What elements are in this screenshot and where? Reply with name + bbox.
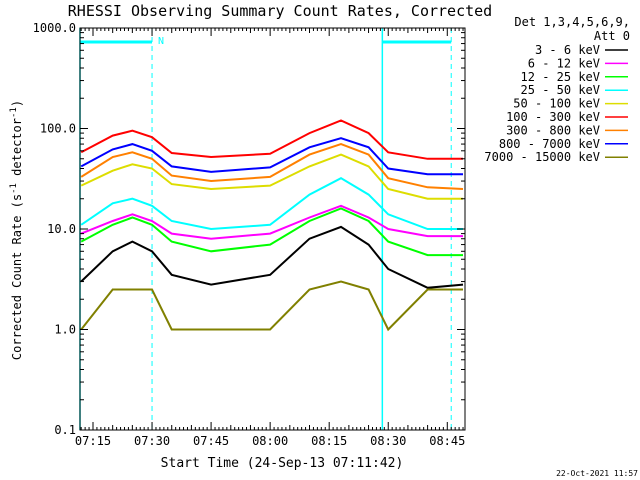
y-axis-label-superscript: -1: [9, 107, 19, 118]
x-tick-label: 08:15: [311, 434, 347, 448]
y-tick-label: 1000.0: [33, 21, 76, 35]
legend-label: 50 - 100 keV: [513, 97, 600, 111]
y-axis-label-part: detector: [10, 118, 24, 183]
x-axis: 07:15 07:30 07:45 08:00 08:15 08:30 08:45: [75, 28, 465, 448]
series-line: [80, 280, 463, 332]
series-line: [80, 225, 464, 289]
x-tick-label: 08:30: [370, 434, 406, 448]
x-tick-label: 07:45: [193, 434, 229, 448]
series-line: [80, 177, 463, 231]
legend-label: 7000 - 15000 keV: [484, 150, 600, 164]
series-line: [80, 207, 463, 257]
night-annotation: N: [158, 36, 164, 47]
legend-label: 300 - 800 keV: [506, 123, 600, 137]
y-tick-label: 1.0: [54, 323, 76, 337]
x-tick-label: 07:30: [134, 434, 170, 448]
legend-title-line-1: Det 1,3,4,5,6,9,: [514, 15, 630, 29]
series-lines: [80, 119, 464, 332]
footer-timestamp: 22-Oct-2021 11:57: [556, 469, 638, 478]
series-line: [80, 153, 463, 200]
series-line: [80, 143, 464, 190]
y-axis-label-part: Corrected Count Rate (s: [10, 194, 24, 360]
legend-label: 800 - 7000 keV: [499, 137, 600, 151]
x-tick-label: 07:15: [75, 434, 111, 448]
y-axis: 0.1 1.0 10.0 100.0 1000.0: [33, 21, 465, 437]
y-axis-label: Corrected Count Rate (s-1 detector-1): [9, 100, 24, 360]
y-tick-label: 100.0: [40, 122, 76, 136]
x-tick-label: 08:00: [252, 434, 288, 448]
series-line: [80, 137, 463, 176]
y-tick-label: 10.0: [47, 222, 76, 236]
y-tick-label: 0.1: [54, 423, 76, 437]
night-intervals: N: [79, 28, 452, 430]
legend-title-line-2: Att 0: [594, 29, 630, 43]
legend-label: 12 - 25 keV: [521, 70, 600, 84]
legend-label: 100 - 300 keV: [506, 110, 600, 124]
series-line: [80, 204, 463, 240]
chart-title: RHESSI Observing Summary Count Rates, Co…: [68, 2, 492, 20]
y-axis-label-part: ): [10, 100, 24, 107]
y-axis-label-superscript: -1: [9, 183, 19, 194]
x-axis-label: Start Time (24-Sep-13 07:11:42): [161, 456, 404, 471]
series-line: [80, 119, 463, 160]
x-tick-label: 08:45: [429, 434, 465, 448]
legend-label: 25 - 50 keV: [521, 83, 600, 97]
legend-label: 3 - 6 keV: [535, 43, 600, 57]
legend-label: 6 - 12 keV: [528, 56, 600, 70]
plot-frame: [79, 27, 466, 431]
